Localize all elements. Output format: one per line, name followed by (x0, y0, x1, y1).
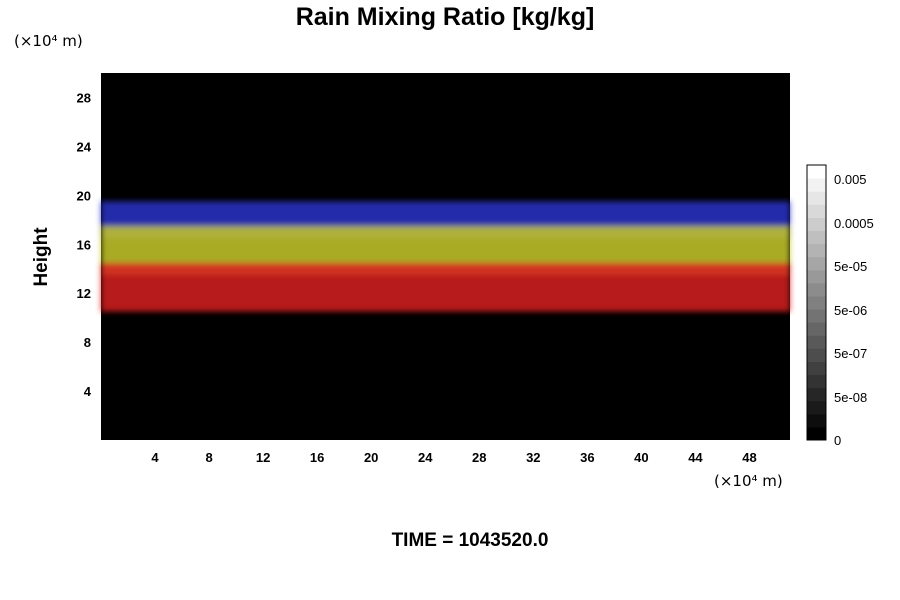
colorbar-segment (807, 295, 826, 310)
colorbar-label: 5e-05 (834, 259, 867, 274)
data-layer-2 (101, 262, 790, 312)
x-tick-label: 48 (742, 450, 756, 465)
x-tick-label: 44 (688, 450, 703, 465)
colorbar-frame (806, 164, 827, 441)
y-axis-unit: (×10⁴ m) (14, 32, 83, 50)
chart-title: Rain Mixing Ratio [kg/kg] (295, 3, 595, 31)
x-tick-label: 40 (634, 450, 648, 465)
colorbar-label: 5e-06 (834, 303, 867, 318)
y-tick-label: 20 (77, 188, 91, 203)
y-tick-label: 4 (84, 384, 92, 399)
colorbar-segment (807, 282, 826, 297)
colorbar-segment (807, 348, 826, 362)
x-tick-label: 12 (256, 450, 270, 465)
colorbar-segment (807, 243, 826, 258)
y-tick-label: 24 (77, 139, 92, 154)
colorbar-segment (807, 204, 826, 218)
colorbar-segment (807, 309, 826, 323)
colorbar-segment (807, 165, 826, 179)
x-tick-label: 8 (205, 450, 212, 465)
colorbar-segment (807, 178, 826, 192)
colorbar-segment (807, 400, 826, 415)
colorbar-segment (807, 191, 826, 205)
colorbar-label: 0 (834, 433, 841, 448)
time-annotation: TIME = 1043520.0 (391, 530, 549, 551)
x-tick-label: 4 (151, 450, 159, 465)
x-tick-label: 24 (418, 450, 433, 465)
colorbar-segment (807, 269, 826, 284)
x-tick-label: 28 (472, 450, 486, 465)
x-tick-label: 36 (580, 450, 594, 465)
y-tick-label: 16 (77, 237, 91, 252)
x-tick-label: 16 (310, 450, 324, 465)
y-tick-label: 12 (77, 286, 91, 301)
colorbar-label: 5e-07 (834, 346, 867, 361)
x-tick-label: 32 (526, 450, 540, 465)
colorbar-segment (807, 230, 826, 245)
colorbar-segment (807, 322, 826, 336)
x-tick-label: 20 (364, 450, 378, 465)
y-tick-label: 8 (84, 335, 91, 350)
y-tick-label: 28 (77, 90, 91, 105)
colorbar-segment (807, 335, 826, 349)
colorbar-label: 0.0005 (834, 216, 874, 231)
colorbar-label: 5e-08 (834, 390, 867, 405)
colorbar-label: 0.005 (834, 172, 867, 187)
colorbar-segment (807, 413, 826, 428)
colorbar-segment (807, 256, 826, 271)
colorbar-segment (807, 426, 826, 441)
x-axis-unit: (×10⁴ m) (714, 472, 783, 490)
colorbar-segment (807, 217, 826, 231)
colorbar-segment (807, 361, 826, 376)
colorbar-segment (807, 374, 826, 389)
colorbar-segment (807, 387, 826, 402)
